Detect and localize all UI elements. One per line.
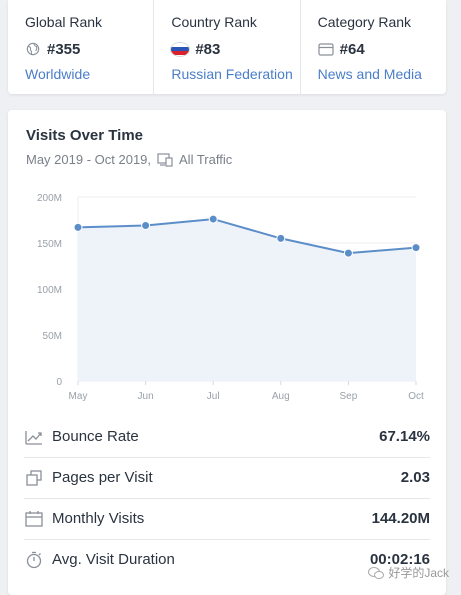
globe-icon: [26, 42, 40, 56]
divider: [24, 539, 430, 540]
wechat-icon: [368, 566, 385, 579]
rank-card: Global Rank #355 Worldwide Country Rank …: [8, 0, 446, 94]
category-rank-title: Category Rank: [317, 14, 412, 30]
y-tick-label: 200M: [37, 193, 62, 204]
visits-subtitle: May 2019 - Oct 2019, All Traffic: [26, 152, 232, 167]
bounce-rate-label: Bounce Rate: [52, 428, 139, 445]
stopwatch-icon: [26, 551, 42, 568]
x-tick-label: Jun: [138, 391, 154, 402]
x-tick-label: May: [69, 391, 88, 402]
x-tick-label: Aug: [272, 391, 290, 402]
country-link[interactable]: Russian Federation: [171, 66, 293, 82]
visits-area: [78, 219, 416, 381]
y-tick-label: 100M: [37, 285, 62, 296]
bounce-rate-row: Bounce Rate 67.14%: [24, 416, 430, 457]
russia-flag-icon: [171, 42, 190, 56]
pages-per-visit-row: Pages per Visit 2.03: [24, 457, 430, 498]
visits-chart: 0 50M 100M 150M 200M May Jun Jul Aug Sep Oct: [37, 193, 424, 402]
global-rank-title: Global Rank: [25, 14, 103, 30]
worldwide-link[interactable]: Worldwide: [25, 66, 91, 82]
monthly-visits-row: Monthly Visits 144.20M: [24, 498, 430, 539]
y-tick-label: 150M: [37, 239, 62, 250]
visits-title: Visits Over Time: [26, 127, 144, 144]
traffic-type: All Traffic: [179, 152, 233, 167]
data-point[interactable]: [276, 233, 286, 243]
divider: [24, 457, 430, 458]
global-rank: Global Rank #355 Worldwide: [8, 0, 153, 94]
country-rank: Country Rank #83 Russian Federation: [153, 0, 299, 94]
divider: [24, 498, 430, 499]
data-point[interactable]: [141, 221, 151, 231]
watermark: 好学的Jack: [368, 564, 449, 581]
visits-line: [77, 218, 417, 255]
bounce-rate-icon: [25, 430, 42, 445]
monthly-visits-label: Monthly Visits: [52, 510, 145, 527]
global-rank-value: #355: [47, 40, 81, 58]
avg-visit-duration-row: Avg. Visit Duration 00:02:16: [24, 539, 430, 580]
data-point[interactable]: [73, 222, 83, 232]
folder-icon: [318, 43, 334, 56]
country-rank-title: Country Rank: [171, 14, 257, 30]
category-rank-value: #64: [339, 40, 365, 58]
monthly-visits-value: 144.20M: [371, 510, 430, 527]
bounce-rate-value: 67.14%: [379, 428, 430, 445]
x-tick-label: Sep: [340, 391, 358, 402]
x-tick-label: Oct: [408, 391, 424, 402]
y-tick-label: 50M: [43, 331, 62, 342]
date-range: May 2019 - Oct 2019,: [26, 152, 152, 167]
visits-card: Visits Over Time May 2019 - Oct 2019, Al…: [8, 110, 446, 595]
y-tick-label: 0: [56, 377, 62, 388]
pages-per-visit-value: 2.03: [400, 469, 430, 486]
category-rank: Category Rank #64 News and Media: [299, 0, 446, 94]
pages-per-visit-label: Pages per Visit: [52, 469, 153, 486]
x-tick-label: Jul: [207, 391, 220, 402]
avg-visit-duration-value: 00:02:16: [369, 551, 430, 568]
category-link[interactable]: News and Media: [317, 66, 422, 82]
country-rank-value: #83: [195, 40, 221, 58]
data-point[interactable]: [411, 243, 421, 253]
calendar-icon: [25, 510, 43, 527]
pages-icon: [26, 469, 42, 486]
avg-visit-duration-label: Avg. Visit Duration: [52, 551, 175, 568]
watermark-text: 好学的Jack: [388, 566, 449, 580]
data-point[interactable]: [343, 248, 353, 258]
devices-icon: [157, 152, 173, 167]
data-point[interactable]: [208, 214, 218, 224]
